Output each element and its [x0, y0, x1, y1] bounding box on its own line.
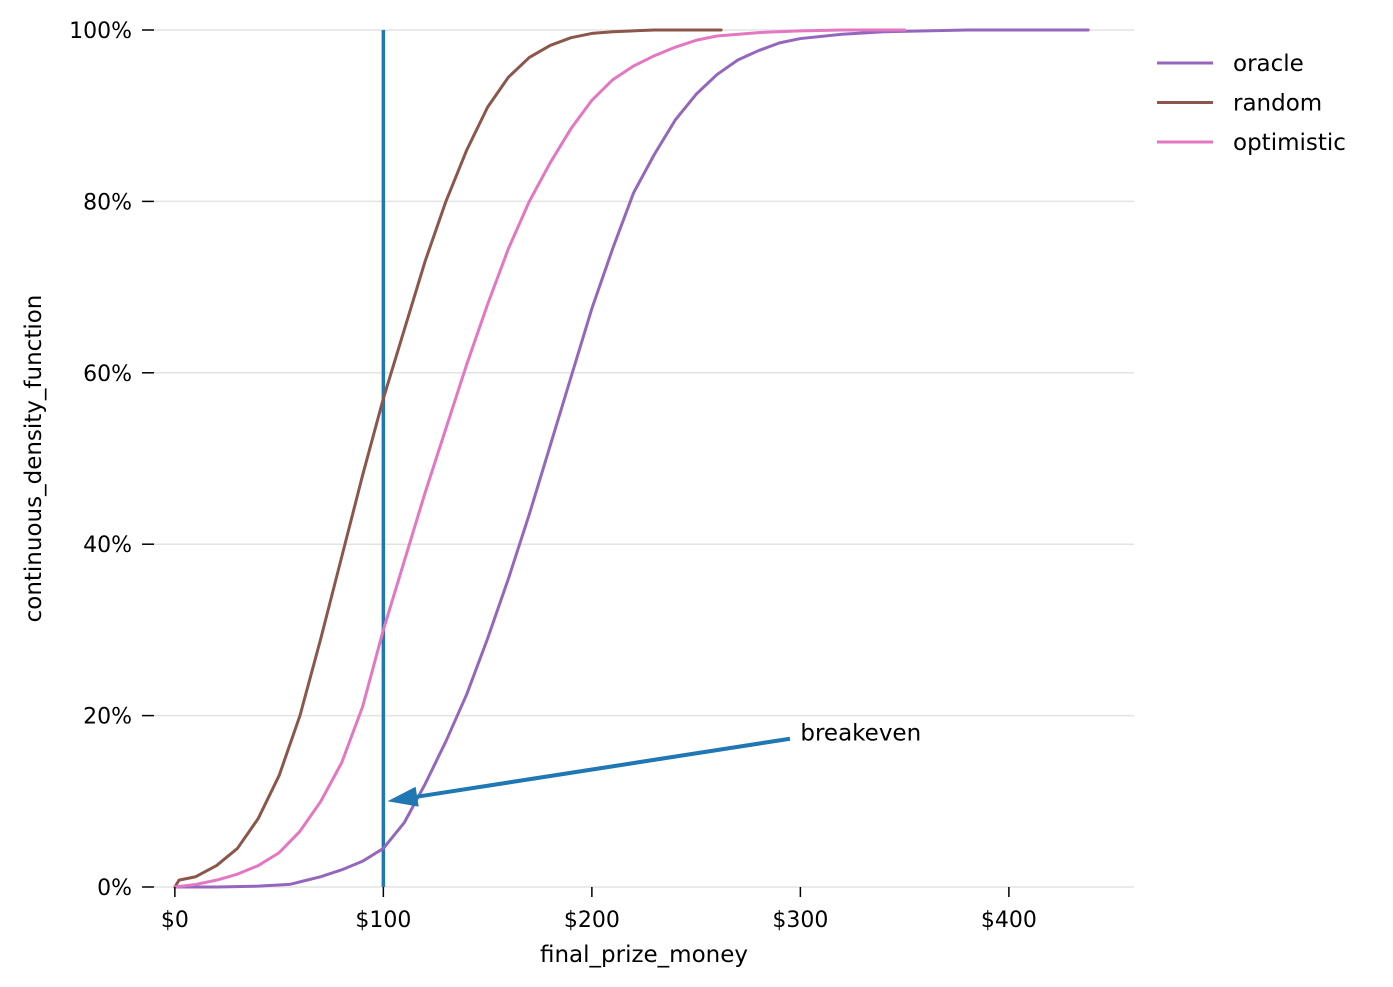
- legend: oracle random optimistic: [1157, 51, 1346, 156]
- y-tick-label: 40%: [83, 533, 132, 558]
- x-tick-label: $300: [772, 908, 828, 933]
- annotation-group: breakeven: [387, 721, 921, 807]
- annotation-arrow-head: [387, 786, 419, 807]
- x-axis-ticks: $0 $100 $200 $300 $400: [161, 887, 1037, 933]
- y-tick-label: 60%: [83, 362, 132, 387]
- legend-label-random: random: [1233, 91, 1322, 117]
- series-line-oracle: [173, 28, 1090, 889]
- series-lines: [173, 28, 1090, 889]
- x-tick-label: $400: [981, 908, 1037, 933]
- series-line-random: [173, 28, 723, 889]
- legend-label-oracle: oracle: [1233, 51, 1304, 77]
- grid-lines: [154, 29, 1134, 888]
- y-tick-label: 20%: [83, 705, 132, 730]
- series-line-optimistic: [173, 28, 907, 889]
- x-tick-label: $100: [355, 908, 411, 933]
- annotation-arrow-shaft: [416, 736, 791, 799]
- y-axis-label: continuous_density_function: [21, 295, 47, 623]
- legend-label-optimistic: optimistic: [1233, 130, 1346, 156]
- x-axis-label: final_prize_money: [540, 942, 748, 968]
- y-tick-label: 100%: [69, 19, 132, 44]
- x-tick-label: $0: [161, 908, 189, 933]
- y-tick-label: 80%: [83, 190, 132, 215]
- x-tick-label: $200: [564, 908, 620, 933]
- y-tick-label: 0%: [97, 876, 132, 901]
- annotation-text: breakeven: [800, 721, 921, 747]
- y-axis-ticks: 0% 20% 40% 60% 80% 100%: [69, 19, 154, 901]
